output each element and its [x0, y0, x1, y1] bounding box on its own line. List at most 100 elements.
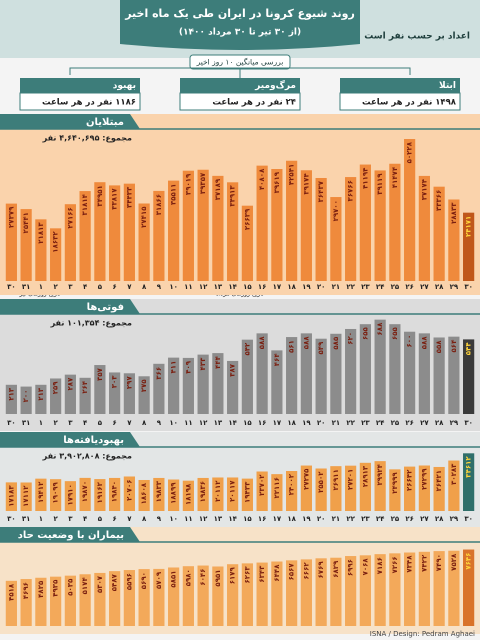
bar — [197, 565, 209, 626]
bar — [271, 169, 283, 281]
value-label: ۱۹۸۷۰ — [81, 481, 89, 502]
x-tick-label: ۹ — [157, 283, 162, 291]
value-label: ۲۶۶۴۲ — [406, 469, 414, 491]
x-tick-label: ۲۴ — [376, 419, 385, 427]
bar — [404, 139, 416, 281]
value-label: ۲۵۹ — [52, 381, 60, 395]
bar — [64, 575, 76, 626]
x-tick-label: ۲۴ — [376, 515, 385, 523]
bar — [433, 337, 445, 414]
x-tick-label: ۱۰ — [169, 419, 178, 427]
value-label: ۳۶۶ — [155, 367, 163, 380]
bar — [463, 453, 475, 511]
section-header — [0, 432, 140, 447]
bar — [241, 205, 253, 281]
bar — [153, 477, 165, 511]
x-tick-label: ۱۷ — [273, 283, 282, 291]
x-tick-label: ۳۰ — [7, 515, 16, 523]
value-label: ۲۷۲۷۵ — [302, 468, 310, 490]
value-label: ۱۷۱۱۲ — [22, 485, 30, 507]
box-name: بهبود — [113, 81, 136, 91]
x-tick-label: ۱۶ — [258, 515, 267, 523]
value-label: ۱۹۴۳۳ — [243, 481, 251, 503]
value-label: ۵۹۸۰ — [184, 569, 192, 586]
bar — [286, 560, 298, 626]
bar — [256, 165, 268, 281]
bar — [404, 466, 416, 511]
value-label: ۲۵۴۴۱ — [22, 212, 30, 233]
value-label: ۵۴۸۷ — [111, 573, 119, 591]
bar — [168, 357, 180, 414]
bar — [345, 328, 357, 414]
x-tick-label: ۱۶ — [258, 283, 267, 291]
value-label: ۶۶۶۲ — [302, 562, 310, 580]
x-tick-label: ۱۱ — [184, 419, 193, 427]
x-tick-label: ۱۲ — [199, 419, 208, 427]
box-value: ۱۴۹۸ نفر در هر ساعت — [362, 98, 457, 108]
value-label: ۲۴۱۷۱ — [465, 216, 473, 237]
value-label: ۲۷۲۰۱ — [347, 469, 355, 490]
x-tick-label: ۲۰ — [317, 419, 326, 427]
bar — [448, 199, 460, 281]
x-tick-label: ۱۹ — [302, 419, 311, 427]
bar — [345, 556, 357, 626]
x-tick-label: ۱ — [39, 419, 43, 427]
bar — [79, 191, 91, 281]
x-tick-label: ۲۹ — [450, 283, 459, 291]
x-tick-label: ۲۷ — [420, 419, 429, 427]
section-title: بیماران با وضعیت حاد — [18, 530, 124, 541]
x-tick-label: ۲۲ — [346, 515, 355, 523]
x-tick-label: ۱۵ — [243, 419, 252, 427]
bar — [227, 360, 239, 414]
value-label: ۳۷۱۷۴ — [420, 178, 428, 200]
value-label: ۲۷۲۹۹ — [420, 468, 428, 490]
bar — [64, 204, 76, 281]
value-label: ۴۱۱ — [170, 361, 178, 374]
value-label: ۲۹۹۲۴ — [376, 463, 384, 485]
bar — [123, 373, 135, 414]
bar — [241, 563, 253, 626]
title: روند شیوع کرونا در ایران طی یک ماه اخیر — [124, 7, 355, 20]
bar — [418, 465, 430, 511]
average-note: بررسی میانگین ۱۰ روز اخیر — [196, 58, 284, 67]
value-label: ۵۸۸ — [302, 336, 310, 350]
title-panel — [120, 0, 360, 50]
x-tick-label: ۲۴ — [376, 283, 385, 291]
x-tick-label: ۶ — [112, 515, 116, 523]
value-label: ۲۷۴۱۵ — [140, 206, 148, 228]
x-tick-label: ۱۳ — [214, 283, 223, 291]
value-label: ۵۶۹۰ — [140, 572, 148, 589]
unit-note: اعداد بر حسب نفر است — [364, 32, 470, 42]
x-tick-label: ۳۰ — [464, 419, 473, 427]
x-tick-label: ۲۵ — [391, 515, 400, 523]
value-label: ۳۹۳۵۷ — [199, 172, 207, 194]
x-tick-label: ۲۱ — [332, 515, 341, 523]
box-body — [339, 92, 461, 111]
x-tick-label: ۲۲ — [346, 419, 355, 427]
x-tick-label: ۲۳ — [361, 515, 370, 523]
value-label: ۲۵۵۰۲ — [317, 471, 325, 493]
value-label: ۵۹۵۱ — [214, 569, 222, 586]
bar — [286, 160, 298, 281]
value-label: ۵۶۴ — [450, 339, 458, 353]
x-tick-label: ۱۷ — [273, 515, 282, 523]
bar — [109, 185, 121, 281]
x-tick-label: ۲۶ — [405, 515, 414, 523]
section-title: مبتلایان — [86, 117, 124, 128]
value-label: ۵۸۸ — [420, 336, 428, 350]
box-value: ۱۱۸۶ نفر در هر ساعت — [42, 98, 136, 108]
value-label: ۳۵۷ — [96, 367, 104, 381]
x-tick-label: ۵ — [98, 515, 103, 523]
value-label: ۶۴۴۸ — [273, 564, 281, 582]
x-tick-label: ۹ — [157, 419, 162, 427]
bar — [138, 203, 150, 281]
bar — [241, 478, 253, 511]
bar — [94, 182, 106, 281]
section-title: بهبودیافته‌ها — [63, 435, 124, 446]
value-label: ۵۷۰۹ — [155, 571, 163, 589]
value-label: ۶۵۵ — [391, 326, 399, 340]
x-tick-label: ۲۰ — [317, 515, 326, 523]
x-tick-label: ۳۱ — [22, 283, 31, 291]
x-tick-label: ۵ — [98, 283, 103, 291]
value-label: ۵۵۹۶ — [125, 573, 133, 590]
